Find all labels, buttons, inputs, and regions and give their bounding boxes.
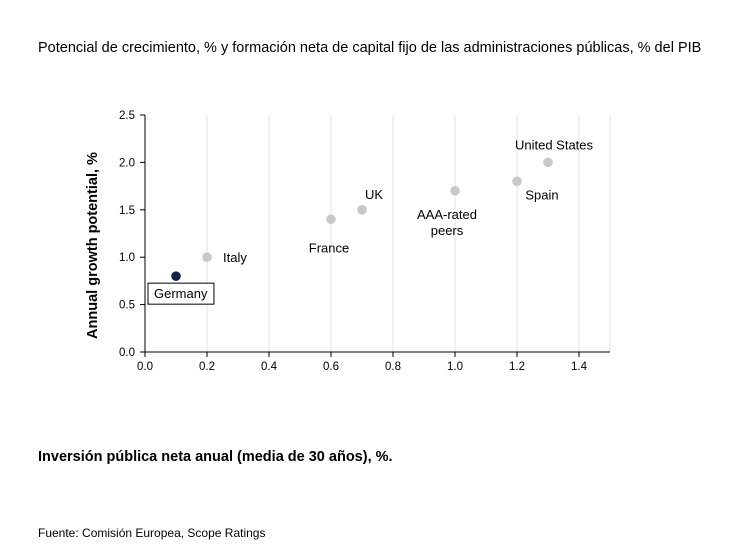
data-label: United States xyxy=(515,137,594,152)
x-tick-label: 0.8 xyxy=(385,361,401,373)
y-axis-label: Annual growth potential, % xyxy=(85,152,101,339)
data-label: France xyxy=(309,240,349,255)
x-tick-label: 0.0 xyxy=(137,361,153,373)
data-label: Italy xyxy=(223,250,247,265)
x-tick-label: 0.6 xyxy=(323,361,339,373)
data-label: Spain xyxy=(525,187,558,202)
point-france xyxy=(326,214,336,225)
x-tick-label: 0.2 xyxy=(199,361,215,373)
point-aaa-rated-peers xyxy=(450,186,460,196)
x-tick-label: 1.0 xyxy=(447,361,463,373)
point-united-states xyxy=(543,157,553,168)
point-germany xyxy=(171,271,181,281)
y-tick-label: 1.0 xyxy=(119,252,135,264)
y-tick-label: 2.5 xyxy=(119,110,135,122)
point-spain xyxy=(512,176,522,187)
chart-title: Potencial de crecimiento, % y formación … xyxy=(38,40,702,56)
y-tick-label: 0.0 xyxy=(119,347,135,359)
data-label: AAA-rated peers xyxy=(417,207,477,238)
y-tick-label: 2.0 xyxy=(119,157,135,169)
x-axis-label: Inversión pública neta anual (media de 3… xyxy=(38,449,393,465)
source-note: Fuente: Comisión Europea, Scope Ratings xyxy=(38,526,266,540)
x-tick-label: 1.2 xyxy=(509,361,525,373)
highlight-label-box xyxy=(147,282,215,305)
y-tick-label: 1.5 xyxy=(119,205,135,217)
x-tick-label: 0.4 xyxy=(261,361,278,373)
data-label: UK xyxy=(365,187,383,202)
x-tick-label: 1.4 xyxy=(571,361,588,373)
data-label: Germany xyxy=(154,286,208,301)
point-uk xyxy=(357,205,367,215)
point-italy xyxy=(202,252,212,262)
y-tick-label: 0.5 xyxy=(119,300,135,312)
